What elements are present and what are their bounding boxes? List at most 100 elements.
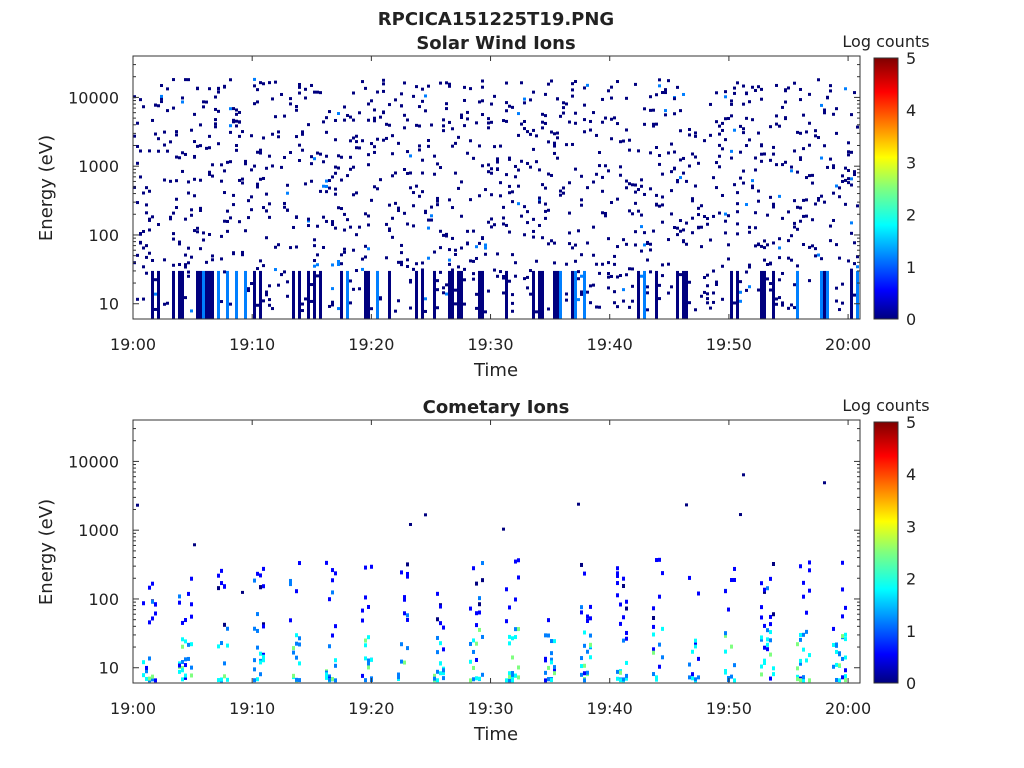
heatmap-cell (646, 240, 649, 244)
colorbar-tick-label: 5 (906, 49, 916, 68)
heatmap-cell (298, 270, 301, 319)
heatmap-cell (850, 183, 853, 187)
heatmap-cell (424, 109, 427, 113)
heatmap-cell (589, 119, 592, 123)
heatmap-cell (481, 79, 484, 83)
heatmap-cell (559, 114, 562, 118)
heatmap-cell (418, 148, 421, 152)
heatmap-cell (856, 265, 859, 269)
heatmap-cell (313, 270, 316, 319)
heatmap-cell (451, 127, 454, 131)
heatmap-cell (388, 203, 391, 207)
heatmap-cell (355, 191, 358, 195)
heatmap-cell (799, 564, 802, 569)
heatmap-cell (184, 78, 187, 82)
heatmap-cell (235, 119, 238, 123)
heatmap-cell (784, 160, 787, 164)
heatmap-cell (325, 675, 328, 680)
heatmap-cell (577, 502, 580, 506)
heatmap-cell (799, 637, 802, 642)
heatmap-cell (184, 673, 187, 678)
heatmap-cell (751, 184, 754, 188)
heatmap-cell (205, 270, 208, 319)
heatmap-cell (589, 642, 592, 647)
heatmap-cell (622, 677, 625, 682)
heatmap-cell (181, 660, 184, 665)
heatmap-cell (688, 280, 691, 284)
heatmap-cell (835, 184, 838, 188)
heatmap-cell (850, 113, 853, 117)
heatmap-cell (259, 81, 262, 85)
heatmap-cell (823, 200, 826, 204)
heatmap-cell (310, 283, 313, 287)
heatmap-cell (808, 653, 811, 658)
heatmap-cell (250, 282, 253, 286)
colorbar-tick-label: 1 (906, 622, 916, 641)
heatmap-cell (193, 177, 196, 181)
heatmap-cell (334, 165, 337, 169)
heatmap-cell (856, 125, 859, 129)
heatmap-cell (520, 81, 523, 85)
heatmap-cell (274, 115, 277, 119)
heatmap-cell (742, 473, 745, 477)
heatmap-cell (268, 215, 271, 219)
heatmap-cell (733, 183, 736, 187)
heatmap-cell (694, 131, 697, 135)
heatmap-cell (184, 263, 187, 267)
heatmap-cell (217, 270, 220, 319)
heatmap-cell (796, 666, 799, 671)
heatmap-cell (331, 568, 334, 573)
heatmap-cell (262, 624, 265, 629)
heatmap-cell (589, 284, 592, 288)
heatmap-cell (298, 82, 301, 86)
heatmap-cell (601, 211, 604, 215)
heatmap-cell (439, 229, 442, 233)
heatmap-cell (772, 145, 775, 149)
heatmap-cell (652, 632, 655, 637)
heatmap-cell (148, 189, 151, 193)
heatmap-cell (199, 206, 202, 210)
heatmap-cell (586, 618, 589, 623)
cometary-title: Cometary Ions (423, 397, 570, 418)
heatmap-cell (616, 80, 619, 84)
heatmap-cell (403, 595, 406, 600)
heatmap-cell (466, 229, 469, 233)
heatmap-cell (247, 289, 250, 293)
heatmap-cell (766, 277, 769, 281)
heatmap-cell (664, 88, 667, 92)
heatmap-cell (379, 178, 382, 182)
heatmap-cell (466, 110, 469, 114)
heatmap-cell (547, 172, 550, 176)
heatmap-cell (808, 568, 811, 573)
heatmap-cell (364, 595, 367, 600)
heatmap-cell (826, 95, 829, 99)
heatmap-cell (439, 246, 442, 250)
heatmap-cell (574, 121, 577, 125)
heatmap-cell (679, 176, 682, 180)
heatmap-cell (652, 122, 655, 126)
heatmap-cell (442, 676, 445, 681)
heatmap-cell (313, 238, 316, 242)
heatmap-cell (463, 85, 466, 89)
heatmap-cell (655, 122, 658, 126)
heatmap-cell (346, 270, 349, 319)
heatmap-cell (418, 124, 421, 128)
heatmap-cell (814, 202, 817, 206)
heatmap-cell (814, 134, 817, 138)
heatmap-cell (148, 218, 151, 222)
heatmap-cell (148, 228, 151, 232)
heatmap-cell (433, 250, 436, 254)
heatmap-cell (640, 225, 643, 229)
heatmap-cell (397, 672, 400, 677)
heatmap-cell (754, 244, 757, 248)
heatmap-cell (706, 297, 709, 301)
heatmap-cell (838, 678, 841, 683)
heatmap-cell (799, 219, 802, 223)
heatmap-cell (163, 302, 166, 306)
heatmap-cell (658, 154, 661, 158)
heatmap-cell (778, 296, 781, 300)
heatmap-cell (805, 176, 808, 180)
heatmap-cell (448, 258, 451, 262)
heatmap-cell (556, 131, 559, 135)
heatmap-cell (625, 673, 628, 678)
